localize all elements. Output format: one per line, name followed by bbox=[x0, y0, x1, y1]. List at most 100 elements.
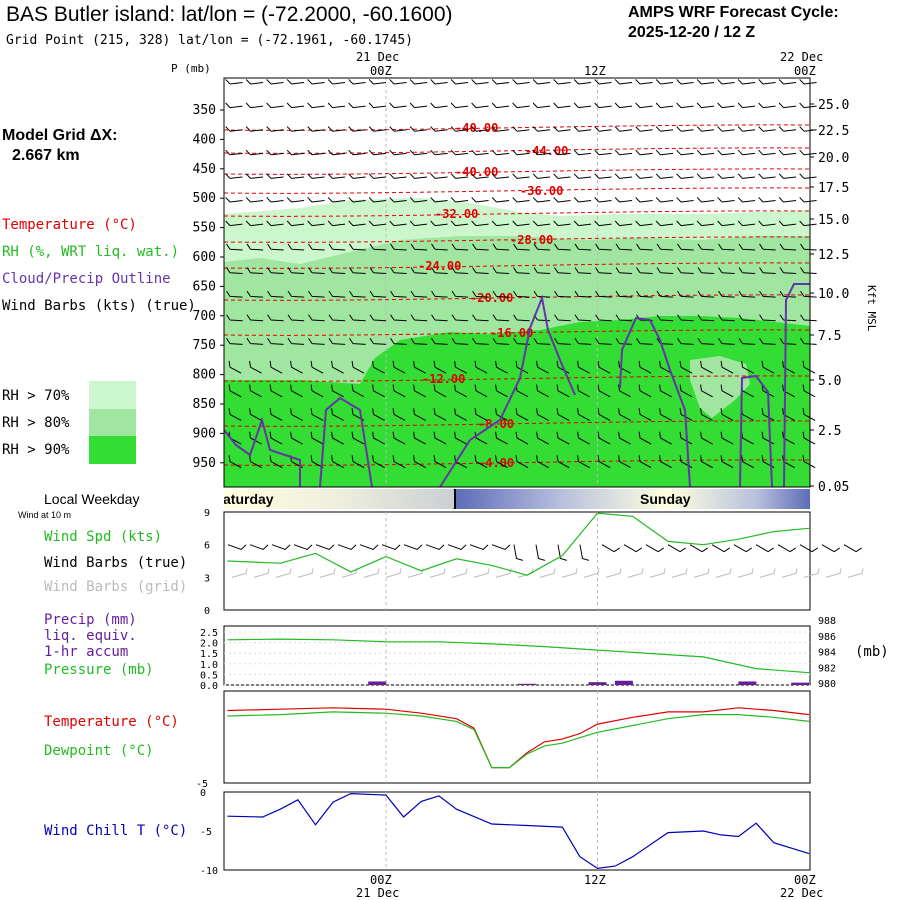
xsection-frame bbox=[223, 77, 811, 488]
wind-barb bbox=[410, 314, 428, 322]
wind-barb bbox=[348, 79, 366, 85]
wind-barb bbox=[697, 338, 715, 345]
wind-barb bbox=[759, 267, 776, 275]
wind-barb bbox=[718, 338, 735, 345]
grid-barb bbox=[231, 568, 248, 578]
wind-barb bbox=[618, 408, 631, 421]
wind-barb bbox=[553, 173, 571, 179]
wind-barb bbox=[696, 126, 715, 132]
wind-barb bbox=[327, 173, 346, 179]
true-barb bbox=[535, 544, 546, 561]
wind-barb bbox=[737, 102, 756, 109]
wind-barb bbox=[308, 243, 325, 251]
wind-barb bbox=[758, 79, 776, 85]
wind-barb bbox=[553, 220, 571, 227]
wind-barb bbox=[512, 79, 530, 85]
wind-barb bbox=[368, 102, 387, 109]
height-tick-7: 7.5 bbox=[818, 329, 841, 344]
pressure-tick-600: 600 bbox=[193, 250, 216, 265]
wind-barb bbox=[430, 173, 448, 179]
wind-barb bbox=[307, 79, 325, 85]
pressure-line bbox=[227, 638, 810, 674]
forecast-cycle-value: 2025-12-20 / 12 Z bbox=[628, 24, 756, 41]
wind-barb bbox=[697, 290, 715, 298]
wind-barb bbox=[492, 338, 510, 345]
wind-barb bbox=[717, 197, 735, 203]
wind-barb bbox=[307, 220, 325, 227]
wind-barb bbox=[515, 431, 529, 445]
precip-bar-0 bbox=[368, 681, 387, 685]
dewpoint-line bbox=[227, 711, 810, 769]
wind-barb bbox=[249, 360, 262, 374]
model-grid-label: Model Grid ΔX: bbox=[2, 127, 118, 144]
wind-barb bbox=[553, 126, 571, 132]
wind-barb bbox=[532, 220, 551, 227]
wind-barb bbox=[474, 408, 488, 421]
wind-barb bbox=[389, 126, 407, 132]
wind-barb bbox=[717, 149, 735, 156]
wind-barb bbox=[574, 338, 592, 345]
wind-barb bbox=[554, 338, 571, 345]
wind-barb bbox=[454, 408, 467, 421]
wind-barb bbox=[676, 102, 694, 109]
grid-barb bbox=[429, 568, 446, 578]
wind-barb bbox=[656, 290, 674, 298]
wind-barb bbox=[737, 149, 756, 156]
wind-barb bbox=[327, 102, 346, 109]
wind-barb bbox=[266, 102, 284, 109]
true-barb bbox=[293, 544, 313, 551]
wind-barb bbox=[389, 149, 407, 156]
true-barb bbox=[755, 544, 774, 553]
wind-barb bbox=[454, 431, 467, 445]
wind-barb bbox=[532, 149, 551, 156]
wind-barb bbox=[228, 360, 242, 374]
wind-barb-field bbox=[225, 79, 817, 469]
wind-barb bbox=[372, 408, 385, 421]
pressure-tick-850: 850 bbox=[193, 397, 216, 412]
windchill-panel-frame bbox=[223, 791, 811, 871]
wind-barb bbox=[225, 197, 243, 203]
wind-barb bbox=[577, 455, 590, 469]
wind-barb bbox=[594, 197, 612, 203]
grid-barb bbox=[275, 568, 292, 578]
wind-barb bbox=[718, 314, 735, 322]
true-barb bbox=[425, 544, 445, 551]
pressure-tick-right-982: 982 bbox=[818, 663, 836, 674]
wind-barb bbox=[286, 173, 305, 179]
wind-barb bbox=[536, 455, 549, 469]
wind-barb bbox=[368, 126, 387, 132]
wind-barb bbox=[368, 79, 387, 85]
wind-barb bbox=[327, 126, 346, 132]
wind-barb bbox=[597, 455, 611, 469]
wind-barb bbox=[676, 197, 694, 203]
wind-barb bbox=[348, 149, 366, 156]
wind-barb bbox=[758, 149, 776, 156]
wind-barb bbox=[655, 79, 674, 85]
true-barb bbox=[711, 544, 730, 553]
wind-barb bbox=[471, 197, 489, 203]
wind-barb bbox=[738, 243, 756, 251]
weekday-sunday-label: Sunday bbox=[640, 491, 691, 507]
grid-barb bbox=[297, 568, 314, 578]
wind-barb bbox=[349, 338, 366, 345]
wind-barb bbox=[372, 384, 385, 398]
true-barb bbox=[491, 544, 511, 551]
wind-barb bbox=[614, 220, 633, 227]
wind-barb bbox=[246, 314, 264, 322]
wind-barb bbox=[779, 290, 797, 298]
wind-barb bbox=[778, 102, 797, 109]
isotherm-10 bbox=[223, 420, 811, 427]
wind-barb bbox=[738, 338, 756, 345]
wind-tick-3: 3 bbox=[204, 573, 210, 584]
pressure-tick-800: 800 bbox=[193, 368, 216, 383]
wind-barbs-grid-label: Wind Barbs (grid) bbox=[44, 579, 188, 595]
wind-barb bbox=[290, 408, 303, 421]
wind-barb bbox=[779, 267, 797, 275]
precip-bar-3 bbox=[614, 680, 633, 685]
wind-barb bbox=[390, 243, 407, 251]
temperature-label: Temperature (°C) bbox=[44, 714, 179, 730]
wind-barb bbox=[656, 314, 674, 322]
true-barb bbox=[359, 544, 379, 551]
wind-barb bbox=[512, 197, 530, 203]
